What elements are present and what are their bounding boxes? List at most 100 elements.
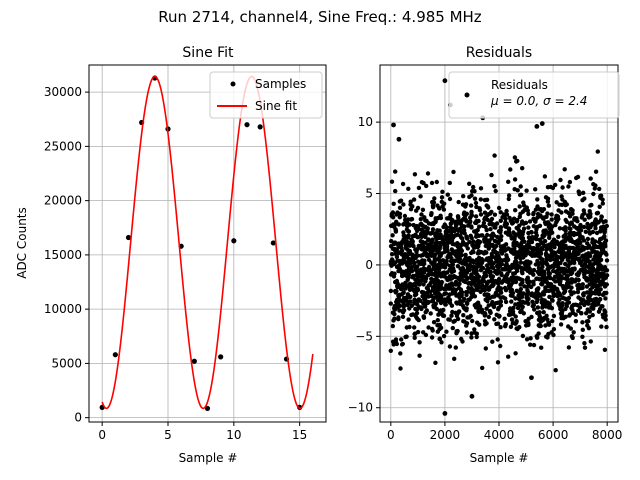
residual-point: [602, 308, 607, 313]
residual-point: [549, 297, 555, 303]
residual-point: [566, 263, 571, 269]
residual-point: [586, 295, 591, 300]
residual-point: [442, 201, 447, 206]
residual-point: [517, 303, 522, 309]
residual-point: [450, 262, 455, 267]
residual-point: [433, 301, 438, 306]
sample-point: [125, 234, 132, 241]
residual-point: [439, 195, 445, 200]
residual-point: [541, 310, 546, 315]
residual-point: [489, 216, 495, 222]
residual-point: [497, 263, 503, 269]
residual-point: [503, 288, 509, 293]
residual-point: [526, 322, 531, 328]
residual-point: [598, 251, 603, 256]
sine-fit-ticks: 0 5 10 15 0 5000 10000 15000 20000 25000 30000: [44, 85, 307, 442]
residuals-panel: Residuals Sample # 0 2000 4000 6000 8000 −10 −…: [348, 45, 623, 465]
residual-point: [401, 202, 406, 207]
residual-point: [550, 318, 555, 324]
residual-point: [509, 317, 515, 322]
residual-point: [430, 279, 435, 284]
residual-point: [408, 286, 413, 291]
residuals-ticks: 0 2000 4000 6000 8000 −10 −5 0 5 10: [348, 115, 623, 442]
residual-point: [461, 194, 466, 199]
residual-point: [472, 196, 478, 201]
residual-point: [512, 249, 518, 254]
residual-point: [521, 226, 527, 231]
residual-point: [447, 180, 452, 186]
residual-point: [411, 197, 417, 202]
residual-point: [547, 233, 552, 238]
residual-point: [582, 341, 587, 346]
residual-point: [421, 231, 427, 236]
residual-point: [406, 229, 412, 234]
residual-point: [534, 290, 539, 295]
residual-point: [474, 331, 479, 336]
residual-point: [446, 296, 451, 301]
residual-point: [543, 323, 548, 328]
residual-point: [458, 287, 464, 292]
legend-samples-label: Samples: [255, 77, 306, 91]
residual-point: [430, 203, 436, 208]
x-tick-label: 15: [292, 428, 307, 442]
residual-point: [431, 320, 437, 325]
residual-point: [527, 267, 533, 272]
residual-point: [575, 289, 581, 295]
residual-point: [435, 203, 440, 208]
residual-point: [394, 248, 399, 253]
residual-point: [469, 209, 474, 215]
residual-point: [430, 299, 435, 304]
residual-point: [492, 317, 497, 322]
residual-point: [419, 306, 424, 312]
residual-point: [555, 262, 560, 267]
residual-point: [444, 286, 449, 292]
residual-point: [495, 337, 500, 342]
residual-point: [498, 210, 503, 215]
residual-point: [526, 225, 531, 230]
residual-point: [560, 185, 565, 190]
residual-point: [427, 269, 432, 274]
residual-point: [403, 280, 408, 285]
residual-point: [531, 268, 536, 273]
residual-point: [398, 298, 403, 303]
residual-point: [423, 332, 429, 338]
residual-point: [456, 218, 461, 223]
residual-point: [507, 268, 512, 273]
residual-point: [545, 220, 551, 225]
residual-point: [566, 345, 572, 350]
residual-point: [448, 212, 453, 218]
residual-point: [397, 303, 403, 308]
residual-point: [508, 289, 513, 294]
residual-point: [396, 222, 401, 227]
residuals-legend-box: [448, 71, 620, 119]
residual-point: [551, 313, 557, 319]
residual-point: [495, 252, 500, 258]
residual-point: [555, 269, 560, 274]
residual-point: [536, 317, 542, 322]
residual-point: [398, 351, 403, 356]
residual-point: [462, 296, 467, 302]
residual-point: [409, 216, 415, 222]
residual-point: [438, 253, 443, 258]
residual-point: [572, 267, 577, 272]
residual-point: [428, 231, 433, 236]
y-tick-label: 0: [74, 411, 82, 425]
residual-point: [600, 312, 605, 317]
residual-point: [510, 221, 515, 226]
residual-point: [553, 274, 558, 279]
residual-point: [603, 317, 608, 322]
residual-point: [590, 312, 595, 318]
residual-point: [561, 316, 566, 321]
residual-point: [393, 169, 398, 174]
residual-point: [548, 282, 554, 287]
residual-point: [533, 187, 538, 192]
residual-point: [505, 257, 511, 262]
residual-point: [443, 302, 448, 307]
residual-point: [562, 167, 567, 172]
residual-point: [537, 207, 543, 212]
residual-point: [498, 244, 504, 249]
residual-point: [455, 250, 461, 255]
residual-point: [400, 314, 406, 319]
residual-point: [519, 241, 524, 246]
